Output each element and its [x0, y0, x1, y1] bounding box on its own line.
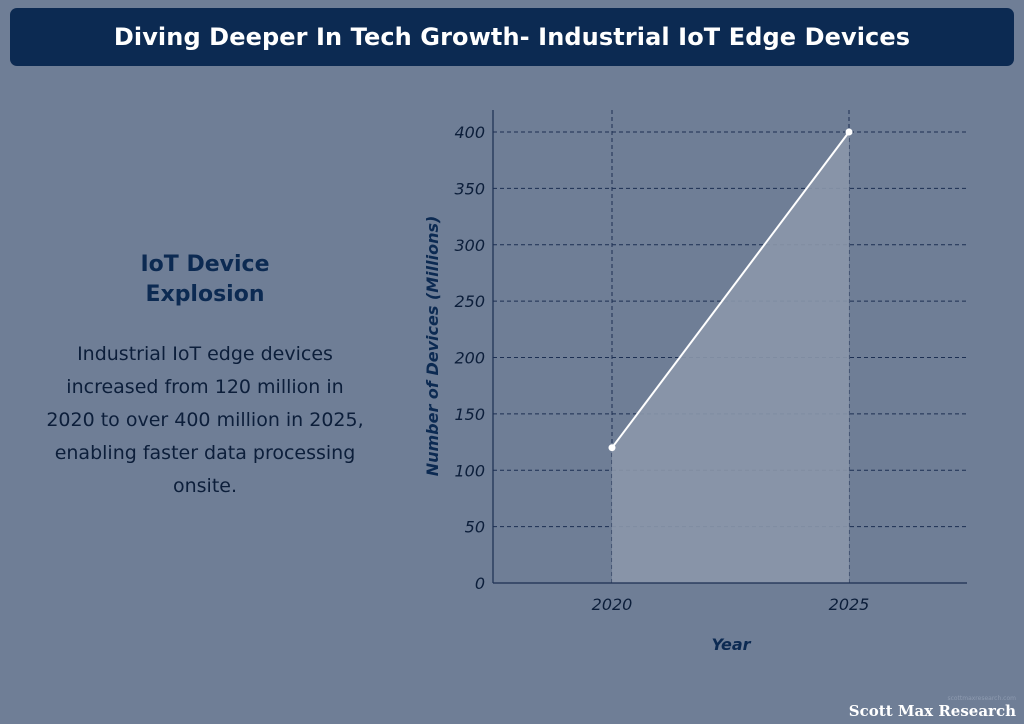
data-point [608, 444, 616, 452]
page-title: Diving Deeper In Tech Growth- Industrial… [113, 23, 911, 51]
data-point [845, 128, 853, 136]
y-tick-label: 50 [465, 518, 485, 537]
y-axis-title: Number of Devices (Millions) [423, 216, 442, 477]
footer-site: scottmaxresearch.com [947, 695, 1016, 702]
series-area [612, 132, 849, 583]
y-tick-label: 350 [454, 179, 485, 198]
y-tick-label: 100 [454, 461, 485, 480]
y-tick-label: 300 [454, 236, 485, 255]
x-tick-label: 2020 [592, 595, 633, 614]
x-tick-label: 2025 [829, 595, 870, 614]
y-tick-label: 250 [454, 292, 485, 311]
y-tick-label: 200 [454, 349, 485, 368]
footer: scottmaxresearch.com Scott Max Research [849, 695, 1016, 720]
title-bar: Diving Deeper In Tech Growth- Industrial… [10, 8, 1014, 66]
y-tick-label: 150 [454, 405, 485, 424]
series-line [611, 131, 850, 449]
x-axis-title: Year [711, 635, 751, 654]
y-tick-label: 400 [454, 123, 485, 142]
side-description: Industrial IoT edge devices increased fr… [46, 343, 364, 497]
brand-logo: Scott Max Research [848, 702, 1016, 720]
side-heading: IoT Device Explosion [140, 252, 270, 307]
y-tick-label: 0 [475, 574, 485, 593]
side-panel: IoT Device Explosion Industrial IoT edge… [40, 250, 370, 503]
